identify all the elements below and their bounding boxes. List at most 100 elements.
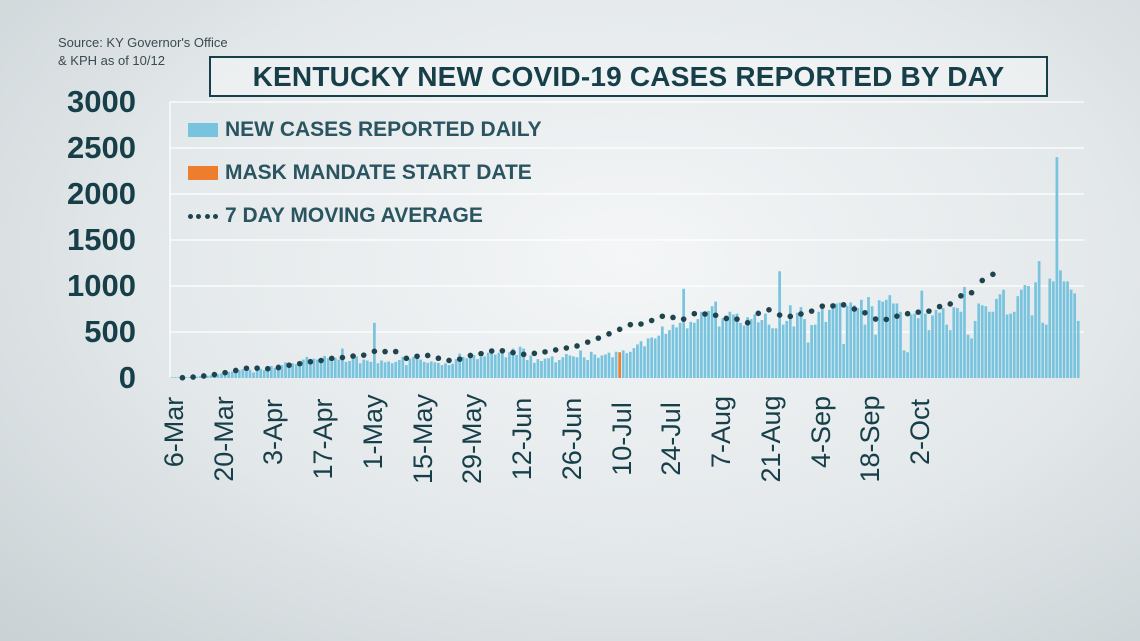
x-tick-label: 15-May <box>407 393 438 484</box>
moving-average-dot <box>968 289 975 296</box>
daily-case-bar <box>586 360 590 378</box>
x-tick-label: 1-May <box>357 394 388 470</box>
daily-case-bar <box>660 326 664 378</box>
daily-case-bar <box>959 311 963 378</box>
moving-average-dot <box>467 352 474 359</box>
daily-case-bar <box>881 301 885 378</box>
daily-case-bar <box>383 362 387 378</box>
daily-case-bar <box>852 305 856 378</box>
moving-average-dot <box>179 374 186 381</box>
moving-average-dot <box>382 348 388 355</box>
daily-case-bar <box>245 366 248 378</box>
moving-average-dot <box>574 343 580 349</box>
daily-case-bar <box>362 359 366 378</box>
x-tick-label: 29-May <box>457 393 488 484</box>
daily-case-bar <box>899 311 902 378</box>
daily-case-bar <box>529 355 533 378</box>
daily-case-bar <box>184 377 188 378</box>
x-tick-label: 17-Apr <box>308 398 339 480</box>
daily-case-bar <box>273 367 277 378</box>
moving-average-dot <box>360 352 367 358</box>
daily-case-bar <box>234 371 238 378</box>
daily-case-bar <box>525 360 529 378</box>
daily-case-bar <box>262 370 266 378</box>
moving-average-dot <box>328 355 335 362</box>
daily-case-bar <box>810 325 813 378</box>
daily-case-bar <box>1034 282 1037 378</box>
daily-case-bar <box>593 354 597 378</box>
daily-case-bar <box>728 311 732 378</box>
daily-case-bar <box>931 315 934 378</box>
daily-case-bar <box>277 364 280 378</box>
daily-case-bar <box>501 350 504 378</box>
daily-case-bar <box>604 354 607 378</box>
daily-case-bar <box>1041 322 1045 378</box>
daily-case-bar <box>892 303 895 378</box>
daily-case-bar <box>628 351 632 378</box>
daily-case-bar <box>970 338 973 378</box>
moving-average-dots <box>179 271 996 381</box>
daily-case-bar <box>543 358 547 378</box>
daily-case-bar <box>547 358 550 378</box>
moving-average-dot <box>947 301 954 307</box>
daily-case-bar <box>778 271 781 378</box>
moving-average-dot <box>286 362 292 369</box>
daily-case-bar <box>838 302 842 378</box>
daily-case-bar <box>291 363 294 378</box>
daily-case-bar <box>483 356 486 378</box>
daily-case-bar <box>390 363 394 378</box>
daily-case-bar <box>611 357 614 378</box>
daily-case-bar <box>625 353 629 378</box>
daily-case-bar <box>820 305 824 378</box>
daily-case-bar <box>429 361 433 378</box>
moving-average-dot <box>232 367 239 374</box>
moving-average-dot <box>627 321 634 328</box>
moving-average-dot <box>435 355 442 362</box>
moving-average-dot <box>862 309 868 316</box>
moving-average-dot <box>904 310 911 317</box>
daily-case-bar <box>554 362 558 378</box>
daily-case-bar <box>465 358 469 378</box>
moving-average-dot <box>776 312 783 318</box>
y-tick-label: 3000 <box>67 84 136 119</box>
daily-case-bar <box>319 360 323 378</box>
daily-case-bar <box>966 334 970 378</box>
daily-case-bar <box>902 350 906 378</box>
y-tick-label: 2500 <box>67 130 136 165</box>
moving-average-dot <box>702 311 708 317</box>
moving-average-dot <box>584 339 591 345</box>
daily-case-bar <box>988 311 991 378</box>
x-tick-label: 24-Jul <box>656 401 687 476</box>
daily-case-bar <box>1030 315 1034 378</box>
daily-case-bar <box>451 363 454 378</box>
daily-case-bar <box>895 303 899 378</box>
daily-case-bar <box>358 363 362 378</box>
daily-case-bar <box>650 337 654 378</box>
daily-case-bar <box>860 299 863 378</box>
moving-average-dot <box>222 369 228 376</box>
daily-case-bar <box>806 342 810 378</box>
daily-case-bar <box>355 356 358 378</box>
daily-case-bar <box>646 338 650 378</box>
daily-case-bar <box>1062 281 1066 378</box>
daily-case-bar <box>326 358 330 378</box>
daily-case-bar <box>927 330 931 378</box>
x-tick-label: 4-Sep <box>805 395 836 468</box>
daily-case-bar <box>682 288 685 378</box>
gridlines <box>169 101 1084 378</box>
daily-case-bar <box>575 357 579 378</box>
moving-average-dot <box>488 348 495 354</box>
daily-case-bar <box>657 335 661 378</box>
daily-case-bar <box>365 360 369 378</box>
moving-average-dot <box>510 349 516 356</box>
daily-case-bar <box>173 377 177 378</box>
moving-average-dot <box>712 312 719 319</box>
daily-case-bar <box>714 301 717 378</box>
daily-case-bar <box>188 377 191 378</box>
daily-case-bar <box>991 311 995 378</box>
daily-case-bar <box>408 358 412 378</box>
daily-case-bar <box>536 359 540 378</box>
daily-case-bar <box>312 358 316 378</box>
legend-item-new-cases: NEW CASES REPORTED DAILY <box>188 118 542 142</box>
daily-case-bar <box>845 305 849 378</box>
